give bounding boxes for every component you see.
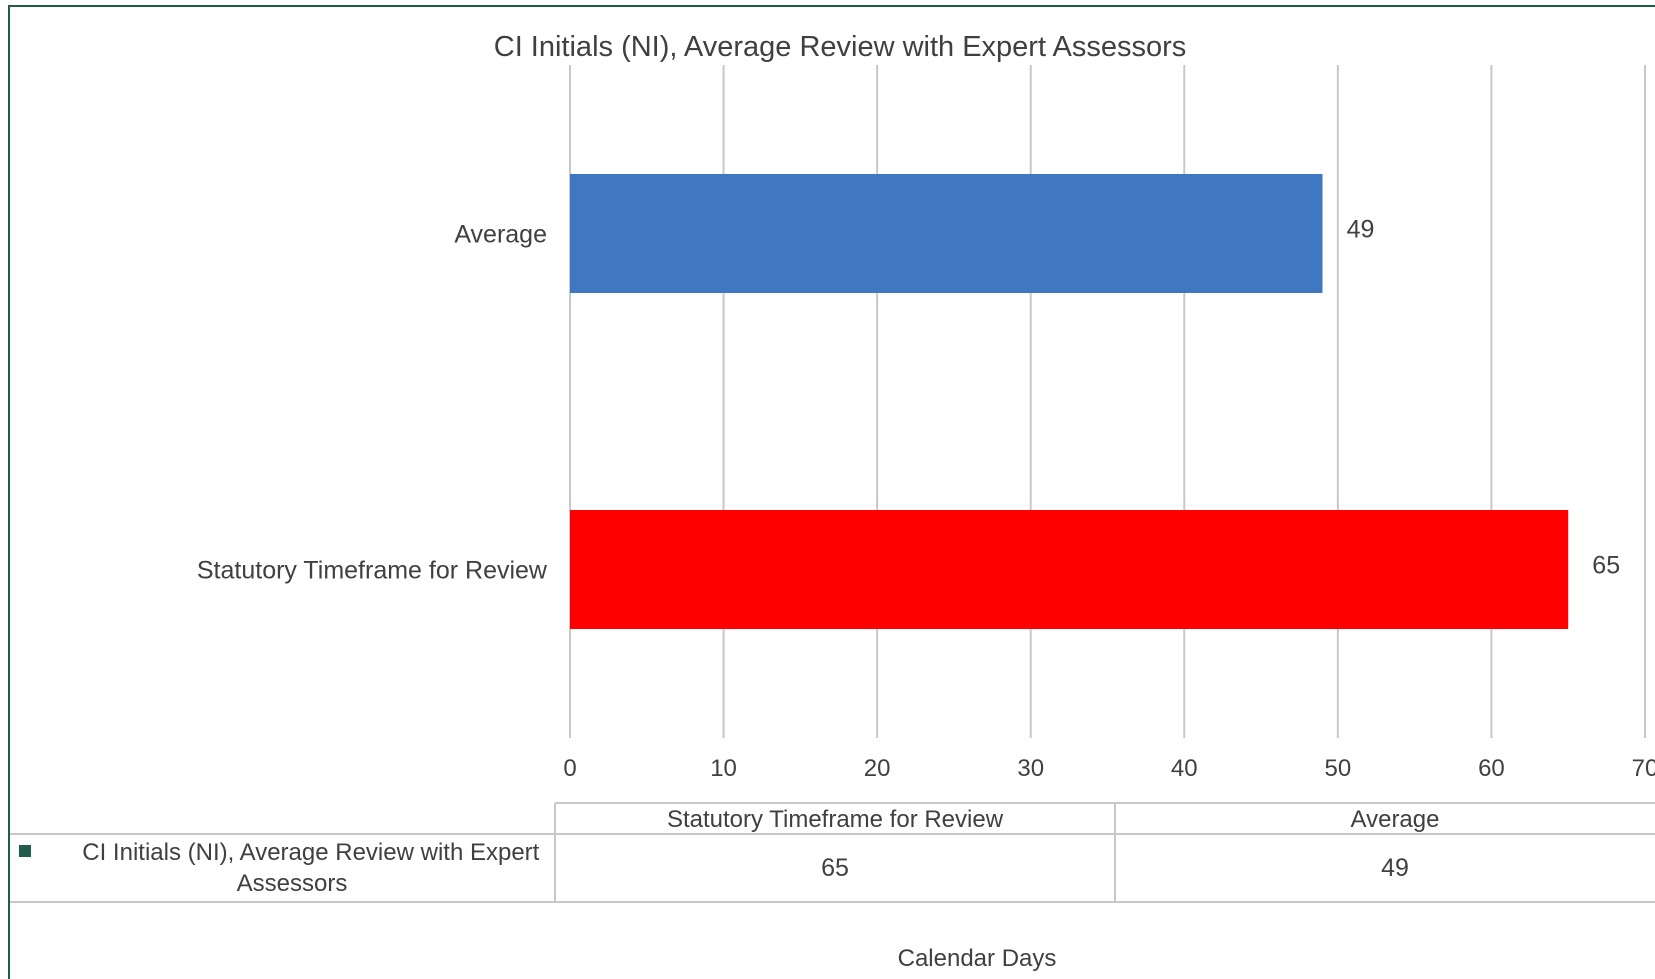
data-label: 49 xyxy=(1347,216,1375,244)
gridlines xyxy=(569,65,1646,738)
x-tick-label: 30 xyxy=(1017,755,1044,782)
table-row-label: CI Initials (NI), Average Review with Ex… xyxy=(82,839,546,897)
category-label: Statutory Timeframe for Review xyxy=(197,557,548,585)
legend-key-square xyxy=(19,845,31,857)
category-label: Average xyxy=(454,221,547,249)
data-label: 65 xyxy=(1592,552,1620,580)
data-labels: 49 65 xyxy=(1347,216,1621,580)
x-tick-label: 40 xyxy=(1171,755,1198,782)
category-labels: Average Statutory Timeframe for Review xyxy=(197,221,548,585)
table-header-average: Average xyxy=(1351,806,1440,833)
bars xyxy=(570,174,1569,629)
bar xyxy=(570,174,1323,293)
x-tick-label: 10 xyxy=(710,755,737,782)
x-tick-label: 0 xyxy=(563,755,576,782)
table-header-statutory: Statutory Timeframe for Review xyxy=(667,806,1004,833)
x-tick-label: 50 xyxy=(1324,755,1351,782)
chart-title: CI Initials (NI), Average Review with Ex… xyxy=(494,31,1187,63)
table-row-label-line-1: CI Initials (NI), Average Review with Ex… xyxy=(82,839,539,866)
x-tick-label: 70 xyxy=(1632,755,1655,782)
table-cell-statutory: 65 xyxy=(821,854,849,882)
x-axis-title: Calendar Days xyxy=(898,945,1057,972)
x-tick-labels: 0 10 20 30 40 50 60 70 xyxy=(563,755,1655,782)
x-tick-label: 20 xyxy=(864,755,891,782)
table-cell-average: 49 xyxy=(1381,854,1409,882)
data-table: Statutory Timeframe for Review Average C… xyxy=(10,802,1655,903)
chart-border xyxy=(8,5,1655,979)
table-row-label-line-2: Assessors xyxy=(237,870,348,897)
bar xyxy=(570,510,1569,629)
x-tick-label: 60 xyxy=(1478,755,1505,782)
